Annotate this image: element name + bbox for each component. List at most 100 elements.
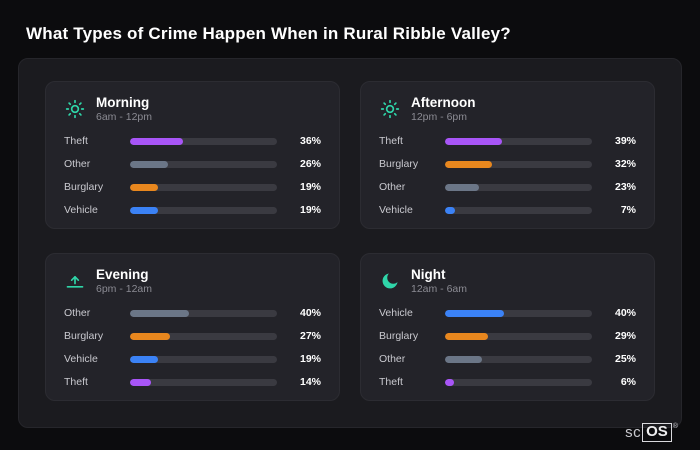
crime-bar-fill — [445, 137, 503, 145]
crime-bar-fill — [130, 332, 170, 340]
crime-bar-track — [445, 332, 592, 340]
crime-label: Vehicle — [379, 307, 413, 319]
crime-pct: 19% — [299, 353, 321, 365]
sun-icon — [379, 98, 401, 120]
sunset-icon — [64, 270, 86, 292]
crime-rows: Vehicle 40% Burglary 29% Other 25% Theft — [379, 307, 636, 388]
card-morning: Morning 6am - 12pm Theft 36% Other 26% B… — [45, 81, 340, 229]
card-title: Night — [411, 267, 446, 282]
scos-logo: sc OS ® — [625, 422, 678, 442]
crime-label: Theft — [64, 135, 88, 147]
crime-bar-fill — [445, 183, 479, 191]
card-afternoon-header: Afternoon 12pm - 6pm — [379, 95, 636, 123]
crime-bar-fill — [445, 378, 454, 386]
crime-label: Burglary — [379, 330, 419, 342]
crime-label: Theft — [379, 376, 403, 388]
crime-row: Vehicle 19% — [64, 204, 321, 216]
crime-bar-fill — [130, 309, 189, 317]
crime-label: Theft — [379, 135, 403, 147]
crime-bar-track — [130, 378, 277, 386]
crime-label: Burglary — [64, 181, 104, 193]
crime-bar-fill — [130, 206, 158, 214]
crime-bar-fill — [130, 355, 158, 363]
crime-bar-fill — [445, 332, 488, 340]
card-title: Evening — [96, 267, 149, 282]
crime-bar-track — [130, 137, 277, 145]
card-night-header: Night 12am - 6am — [379, 267, 636, 295]
crime-row: Theft 39% — [379, 135, 636, 147]
crime-rows: Theft 39% Burglary 32% Other 23% Vehicle — [379, 135, 636, 216]
crime-bar-fill — [445, 160, 493, 168]
crime-rows: Other 40% Burglary 27% Vehicle 19% Theft — [64, 307, 321, 388]
card-morning-header: Morning 6am - 12pm — [64, 95, 321, 123]
card-night: Night 12am - 6am Vehicle 40% Burglary 29… — [360, 253, 655, 401]
crime-label: Other — [379, 181, 406, 193]
crime-bar-track — [445, 183, 592, 191]
crime-pct: 23% — [614, 181, 636, 193]
card-evening-header: Evening 6pm - 12am — [64, 267, 321, 295]
logo-text-sc: sc — [625, 423, 642, 441]
crime-pct: 40% — [614, 307, 636, 319]
crime-row: Burglary 27% — [64, 330, 321, 342]
card-title: Afternoon — [411, 95, 476, 110]
crime-label: Other — [64, 158, 91, 170]
crime-pct: 36% — [299, 135, 321, 147]
dashboard-panel: Morning 6am - 12pm Theft 36% Other 26% B… — [18, 58, 682, 428]
crime-label: Burglary — [64, 330, 104, 342]
crime-bar-track — [130, 309, 277, 317]
crime-row: Vehicle 7% — [379, 204, 636, 216]
crime-row: Other 40% — [64, 307, 321, 319]
card-afternoon: Afternoon 12pm - 6pm Theft 39% Burglary … — [360, 81, 655, 229]
crime-bar-fill — [130, 137, 183, 145]
crime-bar-track — [130, 160, 277, 168]
crime-pct: 19% — [299, 204, 321, 216]
crime-pct: 40% — [299, 307, 321, 319]
crime-pct: 27% — [299, 330, 321, 342]
crime-bar-track — [130, 332, 277, 340]
crime-label: Vehicle — [379, 204, 413, 216]
crime-bar-fill — [445, 355, 482, 363]
crime-row: Other 25% — [379, 353, 636, 365]
crime-row: Other 23% — [379, 181, 636, 193]
crime-bar-track — [445, 137, 592, 145]
crime-label: Theft — [64, 376, 88, 388]
crime-bar-fill — [445, 309, 504, 317]
crime-label: Other — [64, 307, 91, 319]
crime-pct: 39% — [614, 135, 636, 147]
crime-row: Theft 14% — [64, 376, 321, 388]
card-evening: Evening 6pm - 12am Other 40% Burglary 27… — [45, 253, 340, 401]
crime-pct: 29% — [614, 330, 636, 342]
crime-bar-track — [445, 160, 592, 168]
crime-pct: 14% — [299, 376, 321, 388]
crime-bar-fill — [130, 378, 151, 386]
cards-grid: Morning 6am - 12pm Theft 36% Other 26% B… — [45, 81, 655, 401]
card-title: Morning — [96, 95, 150, 110]
crime-bar-fill — [130, 160, 169, 168]
crime-pct: 25% — [614, 353, 636, 365]
card-subtitle: 12am - 6am — [411, 283, 468, 295]
card-subtitle: 6pm - 12am — [96, 283, 153, 295]
crime-pct: 19% — [299, 181, 321, 193]
crime-row: Burglary 29% — [379, 330, 636, 342]
sun-icon — [64, 98, 86, 120]
crime-row: Theft 6% — [379, 376, 636, 388]
crime-label: Other — [379, 353, 406, 365]
crime-label: Burglary — [379, 158, 419, 170]
crime-row: Burglary 32% — [379, 158, 636, 170]
crime-bar-track — [445, 355, 592, 363]
crime-rows: Theft 36% Other 26% Burglary 19% Vehicle — [64, 135, 321, 216]
crime-bar-fill — [445, 206, 456, 214]
crime-label: Vehicle — [64, 353, 98, 365]
crime-bar-track — [445, 378, 592, 386]
crime-bar-track — [445, 309, 592, 317]
moon-icon — [379, 270, 401, 292]
crime-row: Vehicle 19% — [64, 353, 321, 365]
crime-pct: 7% — [620, 204, 636, 216]
crime-label: Vehicle — [64, 204, 98, 216]
crime-pct: 6% — [620, 376, 636, 388]
crime-bar-track — [130, 206, 277, 214]
logo-text-os: OS — [642, 422, 672, 442]
crime-bar-track — [130, 183, 277, 191]
crime-bar-track — [445, 206, 592, 214]
crime-row: Theft 36% — [64, 135, 321, 147]
